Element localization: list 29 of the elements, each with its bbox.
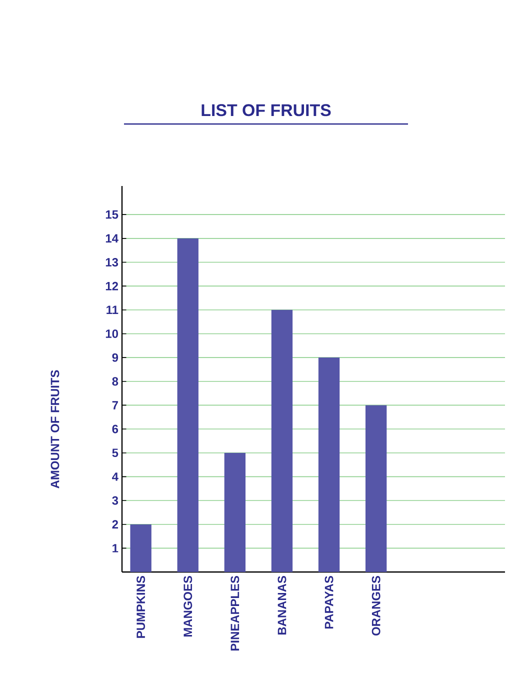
bar <box>365 405 387 572</box>
x-tick-label: BANANAS <box>278 576 286 634</box>
x-tick-label: PUMPKINS <box>136 576 146 638</box>
x-tick-label: PAPAYAS <box>324 576 334 629</box>
y-tick-label: 7 <box>112 401 118 410</box>
y-tick-label: 10 <box>106 329 118 338</box>
y-tick-label: 8 <box>112 377 118 386</box>
chart-title: LIST OF FRUITS <box>202 104 331 116</box>
y-tick-label: 4 <box>112 472 118 481</box>
x-tick-label: ORANGES <box>372 576 380 636</box>
y-tick-label: 15 <box>106 210 118 219</box>
y-tick-label: 3 <box>112 496 118 505</box>
y-tick-label: 6 <box>112 424 118 434</box>
x-tick-label: MANGOES <box>184 576 192 636</box>
y-tick-label: 9 <box>112 353 118 362</box>
y-tick-label: 14 <box>106 234 118 243</box>
y-tick-label: 11 <box>106 306 118 314</box>
bar <box>271 310 293 572</box>
y-tick-label: 13 <box>106 258 118 266</box>
y-tick-label: 2 <box>112 520 118 529</box>
bar <box>130 524 152 572</box>
bar <box>177 238 198 572</box>
bar <box>318 358 340 572</box>
y-tick-label: 5 <box>112 448 118 458</box>
y-tick-label: 1 <box>112 544 118 552</box>
y-tick-label: 12 <box>106 282 118 290</box>
x-tick-label: PINEAPPLES <box>230 576 240 650</box>
bar <box>224 452 246 572</box>
y-axis-title: AMOUNT OF FRUITS <box>50 370 60 488</box>
